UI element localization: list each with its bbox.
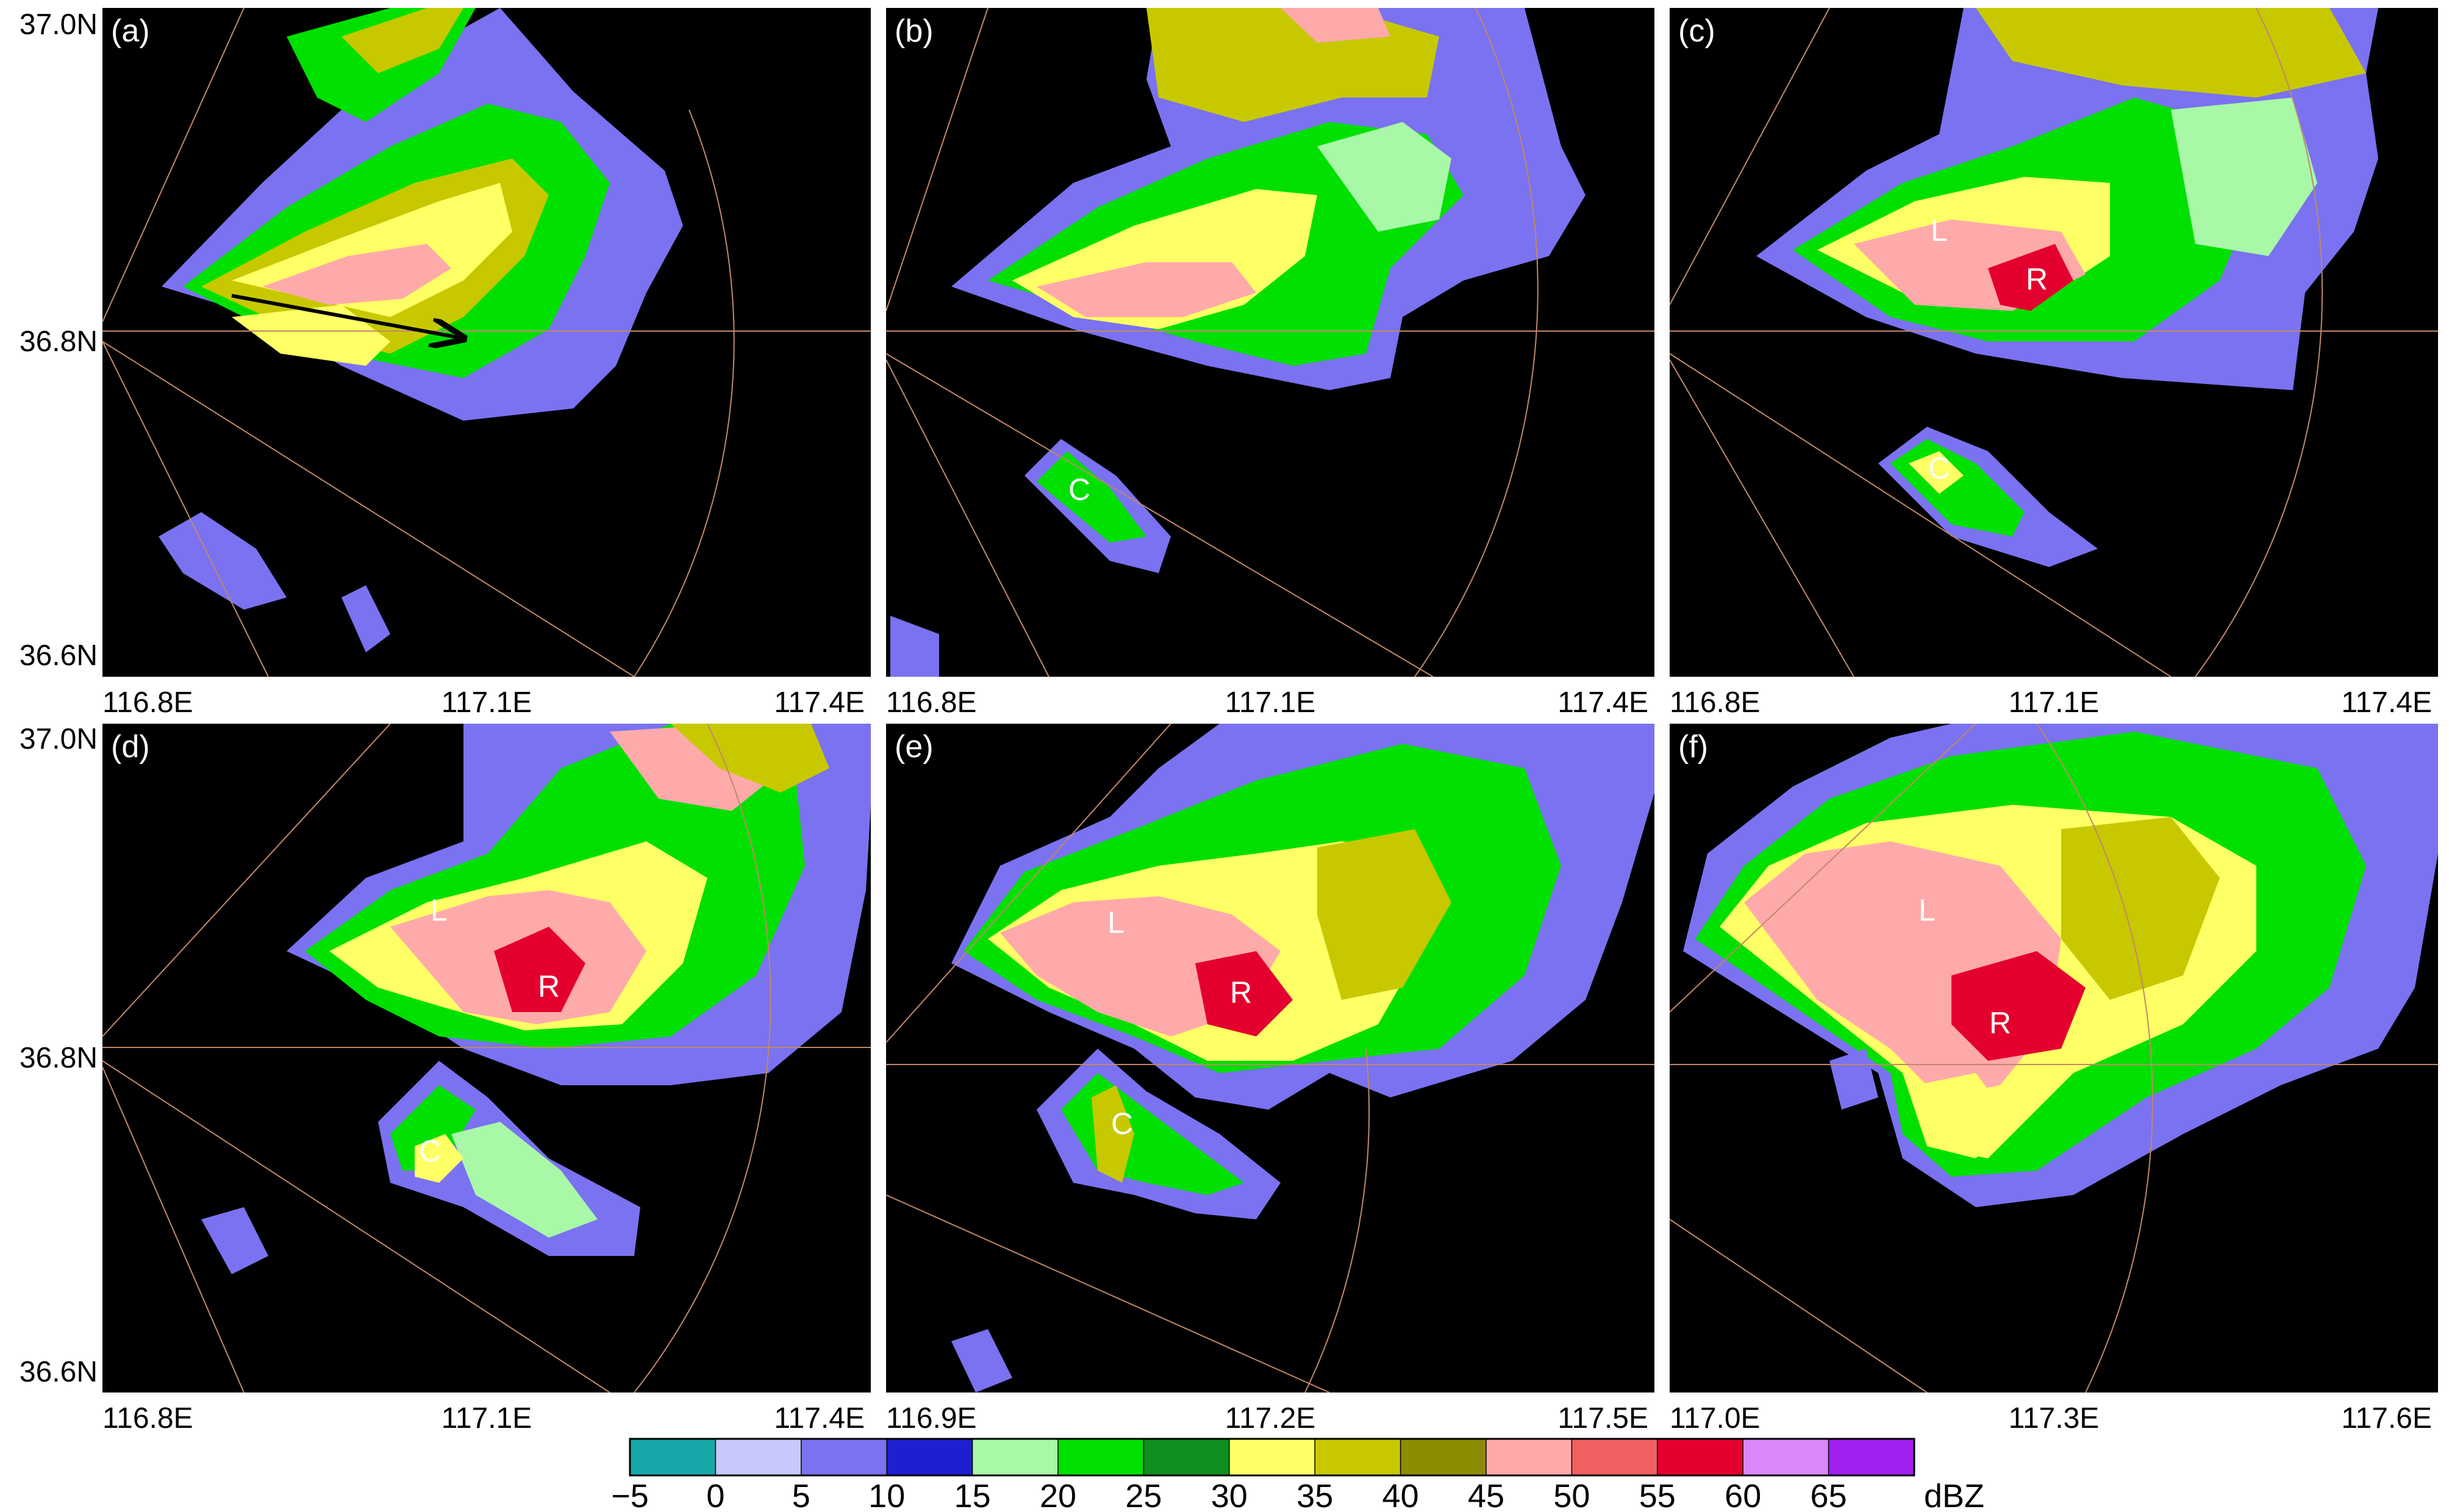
range-rings	[885, 723, 1654, 1393]
echo-field	[951, 724, 1654, 1393]
echo-field	[1756, 8, 2378, 567]
colorbar-tick-label: 25	[1125, 1478, 1162, 1512]
echo-field	[1683, 724, 2438, 1207]
cell-marker-l: L	[431, 893, 448, 927]
cell-marker-r: R	[1230, 975, 1252, 1010]
lon-label: 117.5E	[1557, 1402, 1648, 1435]
range-rings	[102, 723, 871, 1393]
panel-label: (a)	[111, 13, 150, 49]
lat-label: 37.0N	[20, 723, 98, 755]
colorbar-cell	[1485, 1438, 1573, 1476]
text-layer: 37.0N 36.8N 36.6N (a) 116.8E 117.1E 117.4E (b) 1…	[20, 9, 2432, 1435]
panel-f	[1669, 723, 2438, 1393]
panel-b	[885, 7, 1654, 677]
storm-motion-arrow	[231, 294, 463, 338]
panel-label: (b)	[895, 13, 934, 49]
colorbar-tick-label: 0	[706, 1478, 724, 1512]
panel-a	[102, 7, 871, 677]
colorbar-cell	[801, 1438, 888, 1476]
colorbar-tick-label: 55	[1639, 1478, 1676, 1512]
panel-label: (f)	[1678, 729, 1708, 765]
colorbar-tick-label: 50	[1553, 1478, 1590, 1512]
cell-marker-c: C	[1068, 472, 1090, 507]
panel-d	[102, 723, 871, 1393]
lat-label: 36.8N	[20, 326, 98, 358]
panel-label: (c)	[1678, 13, 1715, 49]
colorbar-tick-label: 60	[1725, 1478, 1761, 1512]
lon-label: 117.1E	[442, 1402, 532, 1435]
lon-label: 117.2E	[1225, 1402, 1316, 1435]
colorbar-tick-label: 15	[954, 1478, 991, 1512]
lon-label: 116.9E	[886, 1402, 977, 1435]
colorbar: −5 0 5 10 15 20 25 30 35 40 45 50 55 60 65 dBZ	[611, 1438, 1984, 1512]
lon-label: 117.4E	[1557, 686, 1648, 719]
panel-label: (e)	[895, 729, 934, 765]
lon-label: 116.8E	[102, 686, 193, 719]
colorbar-cell	[1057, 1438, 1145, 1476]
colorbar-cell	[1400, 1438, 1487, 1476]
lon-label: 117.1E	[442, 686, 532, 719]
colorbar-tick-label: 10	[868, 1478, 905, 1512]
panel-label: (d)	[111, 729, 150, 765]
echo-field	[201, 724, 871, 1274]
range-rings	[1669, 7, 2438, 677]
lon-label: 117.6E	[2341, 1402, 2432, 1435]
colorbar-cell	[886, 1438, 973, 1476]
colorbar-cell	[1742, 1438, 1829, 1476]
lat-label: 36.8N	[20, 1042, 98, 1074]
colorbar-tick-label: 30	[1211, 1478, 1248, 1512]
panel-gutters	[0, 0, 2449, 1417]
lat-label: 36.6N	[20, 640, 98, 672]
echo-field	[159, 8, 683, 652]
range-rings	[885, 7, 1654, 677]
lon-label: 117.1E	[2009, 686, 2100, 719]
colorbar-cell	[1828, 1438, 1915, 1476]
colorbar-tick-label: 35	[1296, 1478, 1333, 1512]
cell-marker-c: C	[1928, 451, 1950, 485]
colorbar-cell	[1571, 1438, 1659, 1476]
colorbar-cell	[1143, 1438, 1231, 1476]
lon-label: 117.0E	[1670, 1402, 1761, 1435]
colorbar-tick-label: 40	[1382, 1478, 1419, 1512]
colorbar-tick-label: 5	[792, 1478, 810, 1512]
colorbar-cells	[629, 1438, 1915, 1476]
cell-marker-c: C	[419, 1134, 441, 1168]
cell-marker-c: C	[1111, 1107, 1133, 1141]
lon-label: 116.8E	[886, 686, 977, 719]
lat-label: 36.6N	[20, 1356, 98, 1388]
cell-marker-r: R	[2026, 262, 2048, 296]
colorbar-cell	[1314, 1438, 1401, 1476]
panel-c	[1669, 7, 2438, 677]
colorbar-cell	[971, 1438, 1059, 1476]
cell-marker-l: L	[1931, 213, 1948, 248]
lon-label: 117.4E	[2341, 686, 2432, 719]
panel-e	[885, 723, 1654, 1393]
lat-label: 37.0N	[20, 9, 98, 41]
range-rings	[102, 7, 871, 677]
echo-field	[890, 8, 1586, 677]
lon-label: 116.8E	[102, 1402, 193, 1435]
cell-marker-r: R	[1989, 1006, 2011, 1040]
colorbar-cell	[629, 1438, 717, 1476]
colorbar-unit: dBZ	[1924, 1478, 1984, 1512]
colorbar-tick-label: 20	[1040, 1478, 1076, 1512]
lon-label: 117.1E	[1225, 686, 1316, 719]
colorbar-cell	[715, 1438, 803, 1476]
range-rings	[1669, 723, 2438, 1393]
lon-label: 116.8E	[1670, 686, 1761, 719]
colorbar-ticks: −5 0 5 10 15 20 25 30 35 40 45 50 55 60 65	[611, 1478, 1847, 1512]
lon-label: 117.4E	[774, 686, 865, 719]
colorbar-tick-label: 65	[1811, 1478, 1847, 1512]
colorbar-cell	[1229, 1438, 1316, 1476]
cell-marker-l: L	[1107, 905, 1124, 940]
cell-marker-r: R	[538, 969, 560, 1004]
colorbar-frame	[629, 1438, 1915, 1477]
colorbar-tick-label: 45	[1468, 1478, 1504, 1512]
lon-label: 117.4E	[774, 1402, 865, 1435]
colorbar-cell	[1657, 1438, 1744, 1476]
colorbar-tick-label: −5	[611, 1478, 649, 1512]
lon-label: 117.3E	[2009, 1402, 2100, 1435]
cell-marker-l: L	[1918, 893, 1936, 927]
